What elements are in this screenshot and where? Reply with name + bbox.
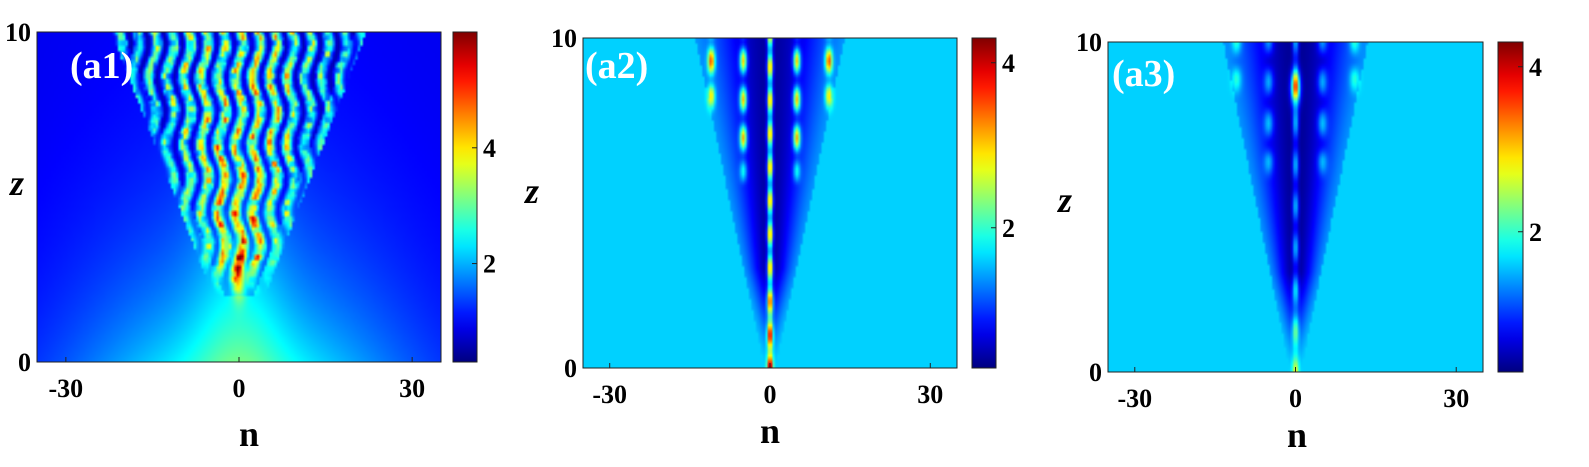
heatmap-image — [583, 38, 957, 368]
colorbar-tick-label: 2 — [483, 250, 496, 279]
y-tick-label: 10 — [1076, 28, 1102, 57]
x-tick-label: 0 — [233, 374, 246, 403]
y-axis-label: z — [1056, 180, 1072, 220]
x-tick-label: -30 — [592, 380, 627, 409]
y-tick-label: 0 — [1089, 358, 1102, 387]
colorbar-tick-label: 4 — [1529, 53, 1542, 82]
panel-label: (a3) — [1112, 53, 1175, 95]
colorbar-tick-label: 4 — [1002, 49, 1015, 78]
y-tick-label: 0 — [18, 348, 31, 377]
heatmap-panel-2: (a2) -30 0 30 0 10 n z 2 4 — [523, 24, 1015, 451]
heatmap-panel-1: (a1) -30 0 30 0 10 n z 2 4 — [5, 18, 496, 454]
y-tick-label: 10 — [5, 18, 31, 47]
colorbar — [452, 31, 478, 363]
colorbar — [1497, 41, 1524, 373]
x-tick-label: 30 — [399, 374, 425, 403]
x-tick-label: -30 — [49, 374, 84, 403]
x-tick-label: 30 — [1443, 384, 1469, 413]
heatmap-image — [37, 32, 441, 362]
x-tick-label: 0 — [764, 380, 777, 409]
x-tick-label: 30 — [917, 380, 943, 409]
x-tick-label: -30 — [1117, 384, 1152, 413]
y-axis-label: z — [8, 163, 24, 203]
panel-label: (a1) — [70, 45, 133, 87]
heatmap-panel-3: (a3) -30 0 30 0 10 n z 2 4 — [1056, 28, 1542, 455]
colorbar-tick-label: 2 — [1002, 214, 1015, 243]
heatmap-image — [1108, 42, 1483, 372]
colorbar-tick-label: 4 — [483, 134, 496, 163]
colorbar — [971, 37, 997, 369]
y-tick-label: 10 — [551, 24, 577, 53]
y-tick-label: 0 — [564, 354, 577, 383]
x-axis-label: n — [760, 411, 780, 451]
colorbar-tick-label: 2 — [1529, 218, 1542, 247]
x-tick-label: 0 — [1289, 384, 1302, 413]
panel-label: (a2) — [585, 45, 648, 87]
x-axis-label: n — [1287, 415, 1307, 455]
x-axis-label: n — [239, 414, 259, 454]
y-axis-label: z — [523, 171, 539, 211]
